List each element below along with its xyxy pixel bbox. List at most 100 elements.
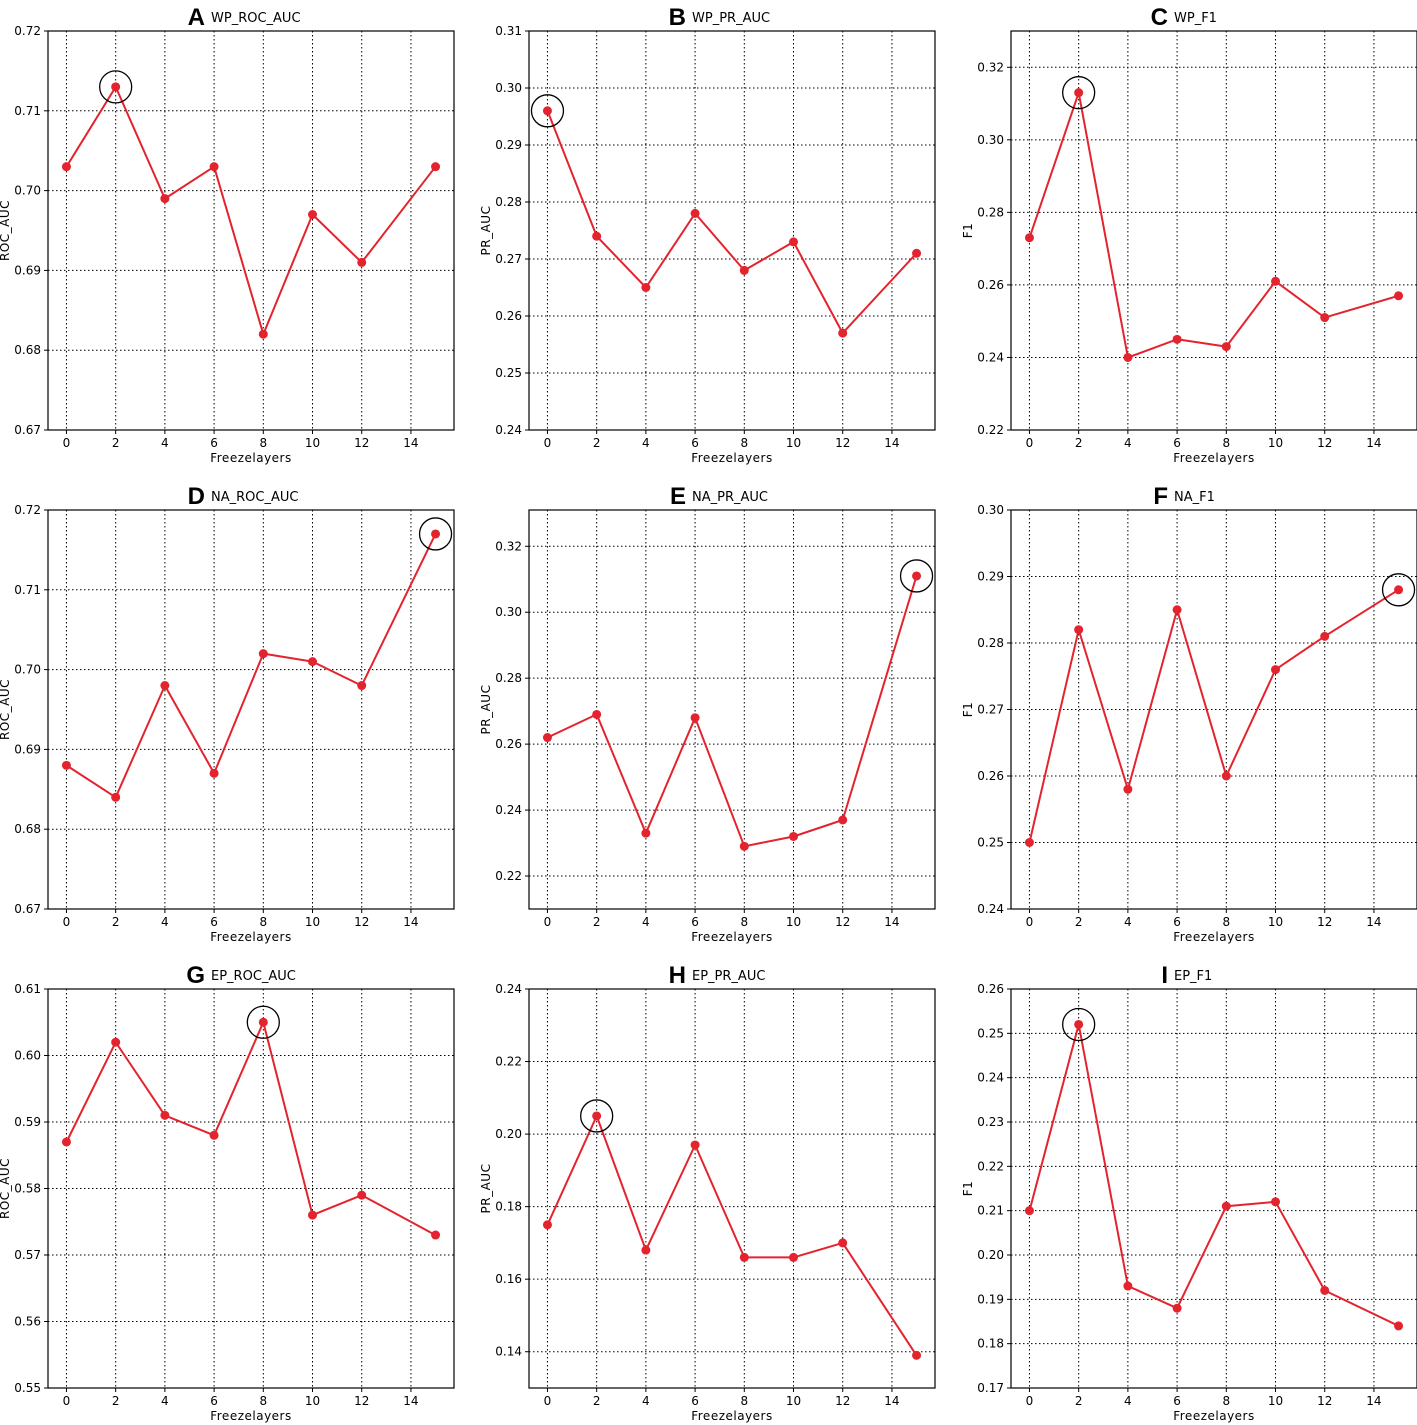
x-tick-label: 10	[305, 1394, 320, 1408]
data-point	[1394, 585, 1404, 595]
data-point	[1024, 1206, 1034, 1216]
x-tick-label: 2	[1075, 436, 1083, 450]
x-tick-label: 4	[1124, 1394, 1132, 1408]
x-tick-label: 14	[1366, 436, 1381, 450]
panel-letter: C	[1151, 4, 1168, 31]
y-tick-label: 0.26	[495, 737, 522, 751]
series-line	[547, 575, 918, 848]
y-axis-label: PR_AUC	[479, 685, 493, 735]
y-tick-label: 0.26	[977, 278, 1004, 292]
chart-panel-g: 0 2 4 6 8 10 12 14 0.55 0.56 0.57 0.58 0.59 0.60 0.61 G…	[0, 962, 455, 1423]
y-tick-label: 0.18	[977, 1337, 1004, 1351]
x-tick-label: 14	[403, 915, 418, 929]
y-axis-label: F1	[961, 223, 975, 239]
panel-letter: I	[1161, 962, 1168, 989]
data-point	[1320, 631, 1330, 641]
data-point	[209, 768, 219, 778]
series-line	[65, 85, 437, 336]
x-tick-label: 10	[786, 915, 801, 929]
data-point	[431, 1230, 441, 1240]
data-point	[1394, 291, 1404, 301]
chart-title: EP_ROC_AUC	[211, 969, 296, 984]
x-axis-label: Freezelayers	[1173, 451, 1255, 465]
x-tick-label: 0	[63, 1394, 71, 1408]
data-point	[641, 828, 651, 838]
x-axis-label: Freezelayers	[691, 451, 773, 465]
y-tick-label: 0.29	[977, 570, 1004, 584]
x-tick-label: 14	[1366, 1394, 1381, 1408]
y-tick-label: 0.28	[495, 671, 522, 685]
data-point	[209, 162, 219, 172]
data-point	[160, 681, 170, 691]
plot-frame	[528, 30, 936, 431]
y-tick-label: 0.57	[14, 1248, 41, 1262]
plot-frame	[528, 988, 936, 1389]
y-tick-label: 0.30	[977, 133, 1004, 147]
y-tick-label: 0.56	[14, 1315, 41, 1329]
panel-letter: H	[669, 962, 686, 989]
y-tick-label: 0.21	[977, 1204, 1004, 1218]
x-tick-label: 4	[161, 915, 169, 929]
data-point	[308, 210, 318, 220]
y-tick-label: 0.71	[14, 583, 41, 597]
x-tick-label: 10	[305, 436, 320, 450]
y-axis-label: F1	[961, 702, 975, 718]
y-tick-label: 0.14	[495, 1345, 522, 1359]
x-tick-label: 10	[1268, 915, 1283, 929]
best-point-highlight	[246, 1005, 280, 1039]
y-tick-label: 0.16	[495, 1272, 522, 1286]
chart-title: WP_PR_AUC	[692, 11, 770, 26]
data-point	[1271, 276, 1281, 286]
plot-frame	[47, 509, 455, 910]
series-line	[65, 1021, 436, 1236]
best-point-highlight	[1381, 573, 1416, 607]
x-axis-label: Freezelayers	[1173, 930, 1255, 944]
data-point	[690, 1140, 700, 1150]
x-tick-label: 0	[544, 436, 552, 450]
y-tick-label: 0.69	[14, 263, 41, 277]
data-point	[431, 162, 441, 172]
x-tick-label: 6	[210, 1394, 218, 1408]
y-tick-label: 0.20	[977, 1248, 1004, 1262]
y-tick-label: 0.68	[14, 343, 41, 357]
y-tick-label: 0.60	[14, 1049, 41, 1063]
best-point-highlight	[1062, 76, 1096, 110]
x-tick-label: 2	[593, 436, 601, 450]
y-tick-label: 0.26	[977, 982, 1004, 996]
data-point	[258, 1017, 268, 1027]
y-tick-label: 0.72	[14, 24, 41, 38]
y-tick-label: 0.30	[977, 503, 1004, 517]
data-point	[789, 237, 799, 247]
y-tick-label: 0.72	[14, 503, 41, 517]
plot-frame	[528, 509, 936, 910]
data-point	[1394, 1321, 1404, 1331]
series-line	[546, 1115, 918, 1356]
x-tick-label: 10	[1268, 1394, 1283, 1408]
chart-panel-c: 0 2 4 6 8 10 12 14 0.22 0.24 0.26 0.28 0.30 0.32 C WP_F…	[961, 4, 1417, 465]
data-point	[258, 649, 268, 659]
series-line	[1028, 91, 1399, 359]
x-tick-label: 4	[1124, 436, 1132, 450]
y-tick-label: 0.32	[495, 539, 522, 553]
data-point	[690, 713, 700, 723]
data-point	[1221, 771, 1231, 781]
x-tick-label: 8	[740, 915, 748, 929]
data-point	[431, 529, 441, 539]
y-tick-label: 0.20	[495, 1127, 522, 1141]
data-point	[1172, 605, 1182, 615]
y-tick-label: 0.22	[977, 1159, 1004, 1173]
y-axis-label: PR_AUC	[479, 1164, 493, 1214]
data-point	[542, 1220, 552, 1230]
y-axis-label: F1	[961, 1181, 975, 1197]
x-tick-label: 14	[884, 1394, 899, 1408]
x-tick-label: 0	[63, 436, 71, 450]
x-tick-label: 2	[593, 915, 601, 929]
plot-frame	[47, 988, 455, 1389]
x-tick-label: 0	[1026, 436, 1034, 450]
x-tick-label: 10	[305, 915, 320, 929]
x-tick-label: 8	[1222, 915, 1230, 929]
chart-title: EP_PR_AUC	[692, 969, 765, 984]
data-point	[592, 1111, 602, 1121]
x-tick-label: 6	[691, 436, 699, 450]
